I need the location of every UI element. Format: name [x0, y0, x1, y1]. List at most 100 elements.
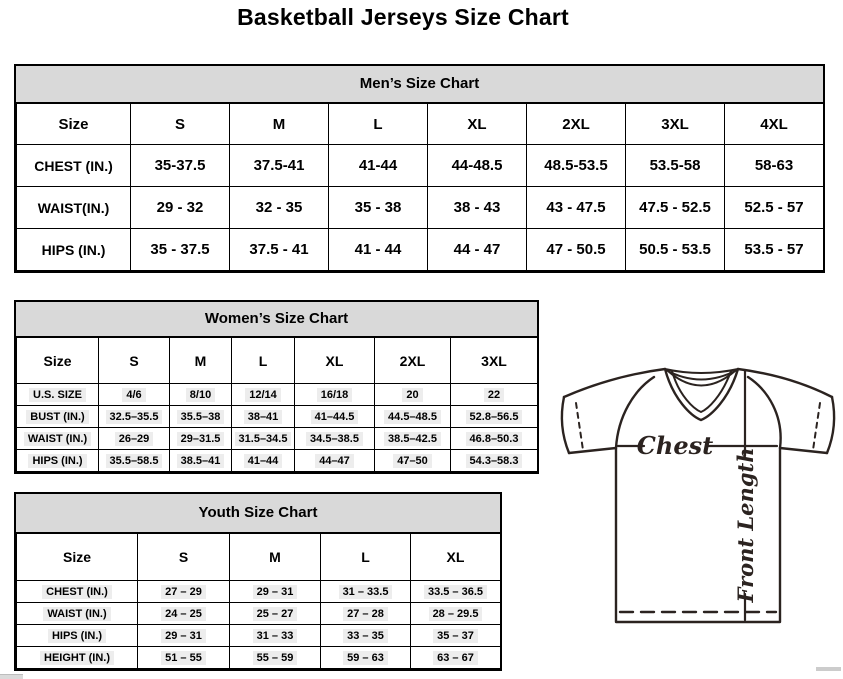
measurement-value-cell: 20: [374, 383, 451, 406]
highlighted-text: 35.5–58.5: [105, 453, 163, 468]
highlighted-text: 47–50: [393, 453, 432, 468]
measurement-value-cell: 38.5–42.5: [374, 427, 451, 450]
measurement-row: U.S. SIZE 4/6 8/10 12/14 16/18 20 22: [16, 383, 538, 406]
highlighted-text: 27 – 29: [161, 584, 206, 599]
size-column-header: L: [328, 103, 428, 145]
size-column-header: S: [130, 103, 230, 145]
measurement-value-cell: 29 – 31: [137, 624, 230, 647]
measurement-row: HIPS (IN.) 35 - 37.5 37.5 - 41 41 - 44 44 - …: [16, 228, 824, 271]
highlighted-text: 26–29: [114, 431, 154, 446]
measurement-value-cell: 54.3–58.3: [450, 449, 538, 472]
measurement-value-cell: 59 – 63: [320, 646, 411, 669]
highlighted-text: 29 – 31: [252, 584, 298, 599]
womens-size-chart: Women’s Size Chart Size S M L XL 2XL 3XL U.S. S…: [14, 300, 539, 474]
measurement-row-label: HIPS (IN.): [16, 624, 138, 647]
size-header-label: Size: [16, 103, 131, 145]
highlighted-text: 24 – 25: [161, 606, 206, 621]
highlighted-text: CHEST (IN.): [42, 584, 112, 599]
measurement-row: WAIST (IN.) 24 – 25 25 – 27 27 – 28 28 – 29.…: [16, 602, 501, 625]
measurement-value-cell: 16/18: [294, 383, 375, 406]
measurement-value-cell: 25 – 27: [229, 602, 321, 625]
measurement-row: HEIGHT (IN.) 51 – 55 55 – 59 59 – 63 63 – 67: [16, 646, 501, 669]
measurement-value-cell: 29 - 32: [130, 186, 230, 229]
measurement-value-cell: 41-44: [328, 144, 428, 187]
measurement-row: CHEST (IN.) 27 – 29 29 – 31 31 – 33.5 33.5 –…: [16, 580, 501, 603]
measurement-value-cell: 44 - 47: [427, 228, 527, 271]
highlighted-text: 20: [402, 387, 423, 402]
size-column-header: M: [169, 337, 232, 384]
measurement-value-cell: 41–44: [231, 449, 295, 472]
size-column-header: 3XL: [450, 337, 538, 384]
measurement-value-cell: 51 – 55: [137, 646, 230, 669]
measurement-value-cell: 55 – 59: [229, 646, 321, 669]
measurement-value-cell: 29 – 31: [229, 580, 321, 603]
measurement-value-cell: 41 - 44: [328, 228, 428, 271]
measurement-value-cell: 53.5-58: [625, 144, 725, 187]
youth-table-title: Youth Size Chart: [16, 494, 500, 533]
size-column-header: 3XL: [625, 103, 725, 145]
size-column-header: M: [229, 103, 329, 145]
measurement-value-cell: 37.5-41: [229, 144, 329, 187]
measurement-value-cell: 8/10: [169, 383, 232, 406]
highlighted-text: 46.8–50.3: [465, 431, 523, 446]
size-column-header: 2XL: [374, 337, 451, 384]
measurement-row: WAIST (IN.) 26–29 29–31.5 31.5–34.5 34.5–38.…: [16, 427, 538, 450]
highlighted-text: 31.5–34.5: [234, 431, 292, 446]
size-column-header: M: [229, 533, 321, 581]
size-column-header: S: [98, 337, 170, 384]
measurement-value-cell: 31 – 33.5: [320, 580, 411, 603]
highlighted-text: 41–44.5: [310, 409, 359, 424]
measurement-row-label: WAIST (IN.): [16, 602, 138, 625]
measurement-value-cell: 38–41: [231, 405, 295, 428]
measurement-value-cell: 44-48.5: [427, 144, 527, 187]
highlighted-text: 33.5 – 36.5: [423, 584, 488, 599]
measurement-value-cell: 58-63: [724, 144, 824, 187]
womens-table-title: Women’s Size Chart: [16, 302, 537, 337]
measurement-value-cell: 50.5 - 53.5: [625, 228, 725, 271]
scrollbar-fragment-left[interactable]: [0, 674, 23, 679]
measurement-value-cell: 34.5–38.5: [294, 427, 375, 450]
measurement-row: HIPS (IN.) 35.5–58.5 38.5–41 41–44 44–47 47–5…: [16, 449, 538, 472]
measurement-value-cell: 63 – 67: [410, 646, 501, 669]
highlighted-text: 34.5–38.5: [306, 431, 363, 446]
highlighted-text: 44.5–48.5: [384, 409, 441, 424]
size-column-header: XL: [294, 337, 375, 384]
measurement-row-label: WAIST(IN.): [16, 186, 131, 229]
highlighted-text: 35 – 37: [433, 628, 478, 643]
highlighted-text: 4/6: [122, 387, 146, 402]
measurement-row-label: CHEST (IN.): [16, 580, 138, 603]
measurement-value-cell: 28 – 29.5: [410, 602, 501, 625]
highlighted-text: 41–44: [243, 453, 283, 468]
youth-measurements-table: Size S M L XL CHEST (IN.) 27 – 29 29 – 31 31 – 3…: [16, 533, 501, 669]
measurement-row-label: HIPS (IN.): [16, 449, 99, 472]
measurement-value-cell: 35.5–58.5: [98, 449, 170, 472]
scrollbar-fragment-right[interactable]: [816, 667, 841, 671]
highlighted-text: 32.5–35.5: [105, 409, 163, 424]
highlighted-text: 27 – 28: [343, 606, 388, 621]
chest-measurement-label: Chest: [637, 431, 713, 460]
highlighted-text: 33 – 35: [343, 628, 388, 643]
size-header-row: Size S M L XL 2XL 3XL: [16, 337, 538, 384]
measurement-row-label: BUST (IN.): [16, 405, 99, 428]
highlighted-text: 44–47: [315, 453, 354, 468]
highlighted-text: 16/18: [316, 387, 353, 402]
highlighted-text: 31 – 33: [252, 628, 298, 643]
measurement-value-cell: 32 - 35: [229, 186, 329, 229]
measurement-value-cell: 37.5 - 41: [229, 228, 329, 271]
size-column-header: L: [320, 533, 411, 581]
size-column-header: S: [137, 533, 230, 581]
jersey-diagram: Chest Front Length: [560, 367, 836, 624]
highlighted-text: 8/10: [185, 387, 216, 402]
measurement-value-cell: 48.5-53.5: [526, 144, 626, 187]
measurement-value-cell: 29–31.5: [169, 427, 232, 450]
highlighted-text: 35.5–38: [176, 409, 225, 424]
size-column-header: XL: [410, 533, 501, 581]
measurement-value-cell: 38.5–41: [169, 449, 232, 472]
measurement-value-cell: 52.5 - 57: [724, 186, 824, 229]
size-header-row: Size S M L XL 2XL 3XL 4XL: [16, 103, 824, 145]
measurement-value-cell: 47–50: [374, 449, 451, 472]
highlighted-text: 63 – 67: [433, 650, 478, 665]
measurement-value-cell: 38 - 43: [427, 186, 527, 229]
measurement-row: WAIST(IN.) 29 - 32 32 - 35 35 - 38 38 - 43 43…: [16, 186, 824, 229]
highlighted-text: 38–41: [243, 409, 283, 424]
